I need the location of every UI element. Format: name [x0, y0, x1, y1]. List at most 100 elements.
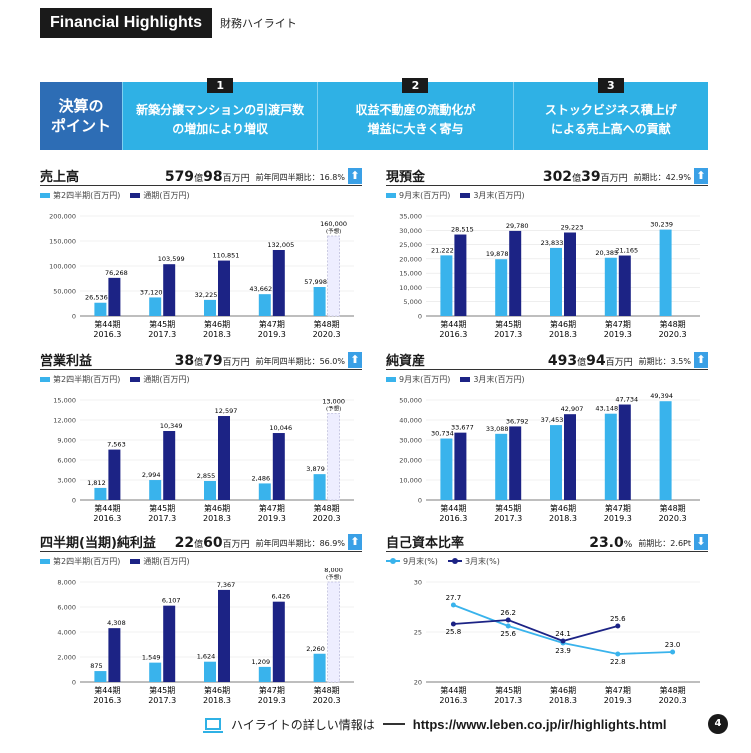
x-tick-label: 第46期	[550, 503, 576, 513]
value-unit: 百万円	[605, 358, 633, 368]
key-point-text: 新築分譲マンションの引渡戸数 の増加により増収	[136, 103, 305, 136]
computer-icon	[203, 718, 223, 733]
chart-legend: 第2四半期(百万円) 通期(百万円)	[40, 554, 362, 568]
panel-title: 現預金	[386, 170, 426, 185]
x-tick-label: 第44期	[94, 503, 120, 513]
legend-item: 9月末(百万円)	[386, 190, 450, 201]
data-label: 1,209	[251, 658, 270, 666]
legend-item: 通期(百万円)	[130, 374, 190, 385]
panel-value: 22億60百万円	[174, 535, 250, 551]
bar	[258, 294, 271, 316]
data-label: 37,453	[541, 416, 564, 424]
x-tick-label: 2020.3	[313, 514, 341, 523]
bar	[272, 249, 285, 316]
x-tick-label: 第46期	[550, 319, 576, 329]
data-point	[505, 623, 511, 629]
x-tick-label: 2017.3	[494, 330, 522, 339]
bar	[564, 232, 576, 316]
forecast-bar	[327, 581, 340, 683]
bar	[604, 257, 617, 316]
panel-value: 493億94百万円	[547, 353, 633, 369]
x-tick-label: 第47期	[605, 503, 631, 513]
data-label: 10,046	[269, 424, 292, 432]
x-tick-label: 2016.3	[93, 330, 121, 339]
arrow-up-icon: ⬆	[348, 352, 362, 368]
value-unit: 億	[577, 358, 587, 368]
data-label: 25.6	[610, 615, 626, 623]
value-unit: 億	[194, 540, 204, 550]
data-label: 2,260	[306, 645, 325, 653]
bar	[509, 426, 522, 500]
y-tick-label: 8,000	[57, 579, 76, 587]
bar	[272, 601, 285, 682]
y-tick-label: 40,000	[399, 417, 422, 425]
legend-item: 第2四半期(百万円)	[40, 556, 120, 567]
x-tick-label: 第48期	[660, 503, 686, 513]
y-tick-label: 30,000	[399, 437, 422, 445]
x-tick-label: 2016.3	[439, 330, 467, 339]
data-label: 29,780	[506, 222, 529, 230]
data-label: 25.8	[446, 628, 462, 636]
bar	[313, 287, 326, 316]
x-tick-label: 第45期	[149, 685, 175, 695]
y-tick-label: 200,000	[49, 213, 76, 221]
chart-legend: 9月末(%) 3月末(%)	[386, 554, 708, 568]
data-point	[505, 617, 511, 623]
legend-item: 3月末(%)	[447, 556, 500, 567]
data-label: 110,851	[213, 252, 240, 260]
footer-url-link[interactable]: https://www.leben.co.jp/ir/highlights.ht…	[412, 716, 667, 732]
series-line	[453, 619, 619, 642]
chart-legend: 9月末(百万円) 3月末(百万円)	[386, 372, 708, 386]
data-label: 26,536	[85, 294, 108, 302]
x-tick-label: 2019.3	[604, 514, 632, 523]
legend-item: 第2四半期(百万円)	[40, 190, 120, 201]
bar	[659, 401, 672, 500]
bar	[495, 259, 508, 316]
forecast-label: 13,000	[322, 397, 345, 405]
legend-swatch	[130, 558, 141, 564]
legend-label: 通期(百万円)	[143, 374, 190, 384]
x-tick-label: 2017.3	[148, 514, 176, 523]
forecast-note: (予想)	[326, 404, 341, 412]
data-point	[615, 651, 621, 657]
data-label: 47,734	[615, 396, 638, 404]
key-point-number: 1	[207, 78, 234, 93]
x-tick-label: 第47期	[259, 685, 285, 695]
x-tick-label: 2018.3	[549, 696, 577, 705]
footer: ハイライトの詳しい情報は https://www.leben.co.jp/ir/…	[203, 713, 667, 735]
value-unit: 百万円	[222, 358, 250, 368]
data-label: 2,855	[197, 472, 216, 480]
data-label: 36,792	[506, 417, 529, 425]
arrow-up-icon: ⬆	[694, 352, 708, 368]
data-label: 32,225	[195, 291, 218, 299]
x-tick-label: 2020.3	[659, 330, 687, 339]
page-number: 4	[708, 714, 728, 734]
legend-item: 9月末(百万円)	[386, 374, 450, 385]
y-tick-label: 6,000	[57, 457, 76, 465]
forecast-label: 8,000	[324, 568, 343, 574]
y-tick-label: 25	[414, 629, 422, 637]
data-label: 43,662	[249, 285, 272, 293]
y-tick-label: 100,000	[49, 263, 76, 271]
x-tick-label: 2019.3	[258, 514, 286, 523]
value-unit: %	[623, 540, 633, 550]
arrow-up-icon: ⬆	[348, 168, 362, 184]
bar	[149, 297, 162, 316]
data-point	[450, 621, 456, 627]
legend-swatch	[130, 376, 141, 382]
key-point-number: 2	[402, 78, 429, 93]
page-subtitle: 財務ハイライト	[220, 17, 297, 30]
data-label: 3,879	[306, 465, 325, 473]
x-tick-label: 2017.3	[148, 696, 176, 705]
key-point-text: ストックビジネス積上げ による売上高への貢献	[544, 103, 677, 136]
panel-title-row: 四半期(当期)純利益 22億60百万円 前年同四半期比：86.9% ⬆	[40, 532, 362, 552]
x-tick-label: 第47期	[259, 319, 285, 329]
chart-legend: 第2四半期(百万円) 通期(百万円)	[40, 372, 362, 386]
x-tick-label: 2020.3	[659, 696, 687, 705]
panel-value: 23.0%	[589, 535, 633, 551]
legend-swatch	[460, 376, 471, 382]
x-tick-label: 2016.3	[93, 514, 121, 523]
bar	[604, 413, 617, 500]
bar	[258, 483, 271, 500]
